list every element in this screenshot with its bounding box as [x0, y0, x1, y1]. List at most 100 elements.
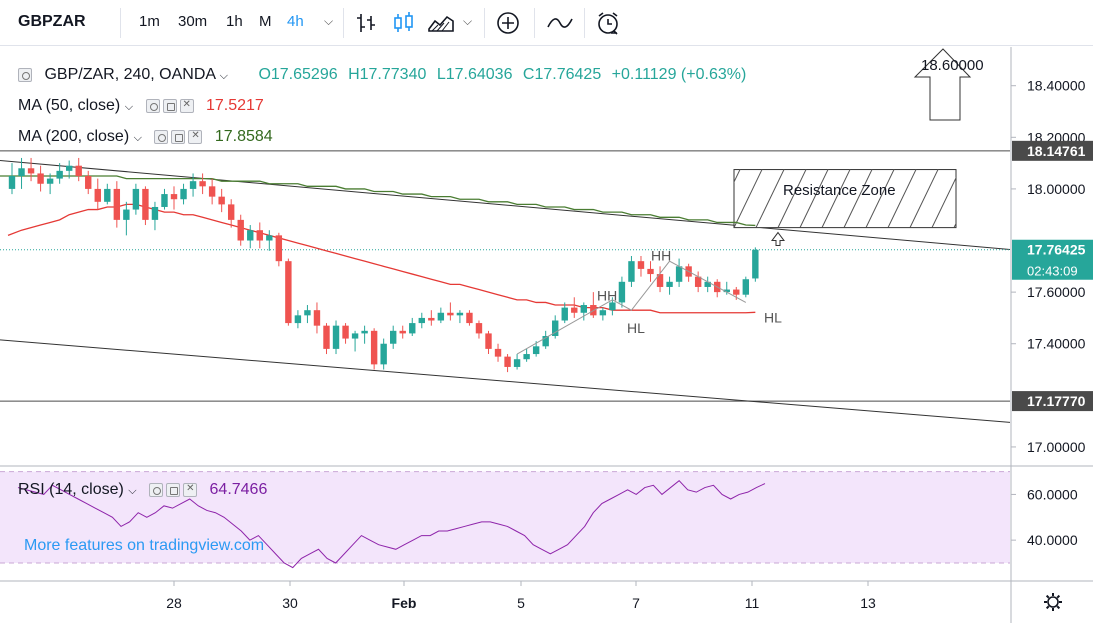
symbol-title: GBP/ZAR, 240, OANDA	[44, 66, 216, 83]
candle-body	[332, 325, 340, 349]
candle-body	[132, 188, 140, 210]
hatch-line	[998, 170, 1026, 228]
rsi-line	[17, 480, 766, 569]
resistance-zone-label: Resistance Zone	[783, 182, 896, 199]
symbol-search-button[interactable]: GBPZAR	[18, 13, 86, 30]
price-tick-label: 17.60000	[1027, 284, 1086, 300]
candle-body	[189, 181, 197, 189]
candle-body	[94, 188, 101, 202]
hh-label: HH	[651, 248, 671, 264]
ohlc-close: C17.76425	[522, 66, 602, 83]
target-arrow-icon	[913, 48, 972, 121]
candle-body	[561, 307, 568, 321]
bar-countdown-label: 02:43:09	[1027, 264, 1078, 279]
hatch-line	[953, 222, 956, 228]
candle-body	[504, 356, 511, 367]
price-tick-label: 18.00000	[1027, 181, 1086, 197]
remove-icon[interactable]	[179, 98, 194, 113]
alarm-clock-icon[interactable]	[594, 9, 622, 37]
chevron-down-icon[interactable]: ⌵	[133, 132, 142, 144]
settings-gear-icon[interactable]	[162, 98, 177, 113]
settings-gear-icon[interactable]	[166, 482, 181, 497]
lower-level-label: 17.17770	[1027, 393, 1086, 409]
candle-body	[65, 165, 73, 171]
hatch-line	[755, 169, 785, 228]
chevron-down-icon[interactable]: ⌵	[219, 70, 228, 82]
candle-body	[675, 266, 683, 282]
ma200-value: 17.8584	[214, 128, 273, 145]
candle-body	[304, 310, 311, 316]
timeframe-4h-button[interactable]: 4h	[287, 13, 304, 30]
candle-body	[399, 330, 406, 334]
gear-ring	[1047, 596, 1059, 608]
candle-body	[723, 289, 730, 293]
candle-body	[628, 261, 635, 282]
candle-body	[285, 261, 292, 324]
settings-gear-icon[interactable]	[1044, 593, 1062, 611]
candle-body	[342, 325, 349, 339]
gear-tooth	[1056, 605, 1061, 610]
time-tick-label: 5	[517, 595, 525, 611]
price-tick-label: 17.00000	[1027, 439, 1086, 455]
remove-icon[interactable]	[188, 129, 203, 144]
ma50-value: 17.5217	[205, 97, 264, 114]
collapse-legend-icon[interactable]	[18, 67, 32, 82]
candles-icon[interactable]	[390, 9, 418, 37]
hatch-line	[931, 176, 956, 228]
candle-body	[170, 194, 178, 200]
candle-body	[513, 359, 521, 367]
target-price-label: 18.60000	[921, 57, 984, 74]
last-price-box	[1012, 239, 1093, 280]
hatch-line	[821, 169, 851, 228]
visibility-icon[interactable]	[149, 482, 164, 497]
plus-circle-icon[interactable]	[494, 9, 522, 37]
chevron-down-icon[interactable]: ⌵	[324, 14, 334, 28]
area-icon[interactable]	[426, 9, 454, 37]
candle-body	[323, 325, 330, 349]
timeframe-30m-button[interactable]: 30m	[178, 13, 208, 30]
candle-body	[437, 312, 445, 321]
bars-icon[interactable]	[353, 9, 381, 37]
rsi-legend: RSI (14, close) ⌵ 64.7466	[18, 481, 267, 499]
toolbar-divider	[343, 8, 344, 38]
toolbar-divider	[484, 8, 485, 38]
hatch-line	[976, 170, 1004, 228]
channel-lower-line	[0, 339, 1011, 423]
timeframe-1h-button[interactable]: 1h	[226, 13, 243, 30]
visibility-icon[interactable]	[145, 98, 160, 113]
candle-body	[599, 310, 607, 316]
candle-body	[18, 168, 25, 177]
ohlc-change: +0.11129 (+0.63%)	[611, 66, 747, 83]
ma50-label: MA (50, close)	[18, 97, 121, 114]
upper-level-box	[1012, 140, 1093, 161]
gear-tooth	[1045, 594, 1050, 599]
time-tick-label: 7	[632, 595, 640, 611]
candle-body	[418, 317, 425, 324]
candle-body	[475, 323, 483, 334]
chevron-down-icon[interactable]: ⌵	[128, 485, 137, 497]
candle-body	[523, 354, 530, 360]
time-tick-label: 11	[745, 595, 760, 611]
chart-canvas[interactable]: HHHHHLHL18.4000018.2000018.0000017.60000…	[0, 47, 1093, 623]
candle-body	[123, 209, 130, 220]
settings-gear-icon[interactable]	[171, 129, 186, 144]
hatch-line	[668, 170, 696, 228]
candle-body	[656, 274, 664, 287]
candle-body	[104, 188, 111, 202]
hatch-line	[1020, 170, 1048, 228]
candle-body	[151, 206, 159, 220]
candle-body	[733, 289, 740, 295]
timeframe-m-button[interactable]: M	[259, 13, 272, 30]
remove-icon[interactable]	[183, 482, 198, 497]
lower-level-box	[1012, 391, 1093, 412]
visibility-icon[interactable]	[154, 129, 169, 144]
candle-body	[370, 330, 378, 365]
price-tick-label: 17.40000	[1027, 336, 1086, 352]
candle-body	[294, 315, 302, 324]
chevron-down-icon[interactable]: ⌵	[463, 14, 473, 28]
indicator-wave-icon[interactable]	[545, 9, 573, 37]
timeframe-1m-button[interactable]: 1m	[139, 13, 160, 30]
ohlc-high: H17.77340	[348, 66, 427, 83]
chevron-down-icon[interactable]: ⌵	[124, 101, 134, 113]
tradingview-watermark[interactable]: More features on tradingview.com	[24, 537, 265, 554]
